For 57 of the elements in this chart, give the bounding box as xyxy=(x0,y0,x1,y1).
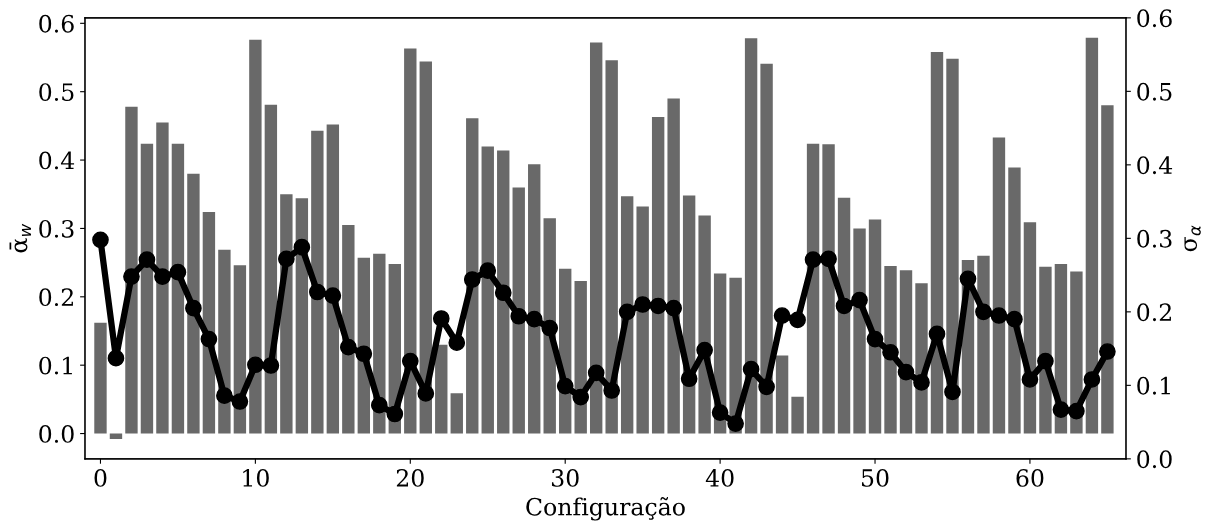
bar xyxy=(156,122,169,434)
x-axis-title: Configuração xyxy=(526,496,685,521)
y-tick-label: 0.3 xyxy=(39,219,74,238)
bar xyxy=(667,98,680,434)
bar xyxy=(651,116,665,434)
bar xyxy=(977,255,990,434)
bar xyxy=(605,60,618,434)
bar xyxy=(1085,37,1099,434)
bar xyxy=(884,266,897,434)
x-tick-label: 20 xyxy=(396,468,424,487)
bar xyxy=(1101,105,1114,434)
bar xyxy=(481,146,494,434)
bar xyxy=(125,106,138,434)
bar xyxy=(992,137,1006,434)
y-tick-label: 0.0 xyxy=(39,425,74,443)
bar xyxy=(822,144,835,434)
y2-axis-title: σ$_{α}$ xyxy=(1184,225,1201,252)
bar xyxy=(775,355,789,434)
bar xyxy=(791,396,804,434)
y-tick-label: 0.1 xyxy=(39,356,72,375)
bar xyxy=(1008,167,1021,434)
bar xyxy=(435,344,448,434)
bar xyxy=(466,118,479,434)
y-tick-label: 0.6 xyxy=(39,14,74,33)
x-tick-label: 50 xyxy=(862,468,889,487)
x-tick-label: 0 xyxy=(94,468,107,487)
x-tick-label: 60 xyxy=(1016,468,1044,487)
bar xyxy=(404,48,417,434)
bar xyxy=(94,322,107,434)
bar xyxy=(311,130,324,434)
y-axis-title: ᾱ$_{w}$ xyxy=(9,223,31,253)
bar xyxy=(636,206,649,434)
bar xyxy=(760,63,773,434)
bar xyxy=(589,42,603,434)
y2-tick-label: 0.2 xyxy=(1137,303,1171,322)
y2-tick-label: 0.3 xyxy=(1137,229,1172,248)
y2-tick-label: 0.6 xyxy=(1137,9,1172,28)
bar xyxy=(171,143,185,434)
bar xyxy=(450,393,463,434)
y-tick-label: 0.5 xyxy=(39,83,74,101)
y2-tick-label: 0.1 xyxy=(1137,376,1170,395)
x-tick-label: 40 xyxy=(705,468,734,487)
bar xyxy=(528,164,541,434)
x-tick-label: 30 xyxy=(551,468,579,487)
x-tick-label: 10 xyxy=(243,468,269,487)
bar xyxy=(140,143,154,434)
y2-tick-label: 0.0 xyxy=(1137,450,1172,469)
bar xyxy=(249,39,262,434)
y-tick-label: 0.2 xyxy=(39,288,73,307)
bar xyxy=(512,187,525,434)
y2-tick-label: 0.5 xyxy=(1137,82,1172,101)
y-tick-label: 0.4 xyxy=(39,151,75,170)
bar xyxy=(744,38,758,434)
bar xyxy=(326,124,340,434)
bar xyxy=(187,173,200,434)
bar xyxy=(930,52,944,434)
y2-tick-label: 0.4 xyxy=(1137,156,1173,175)
